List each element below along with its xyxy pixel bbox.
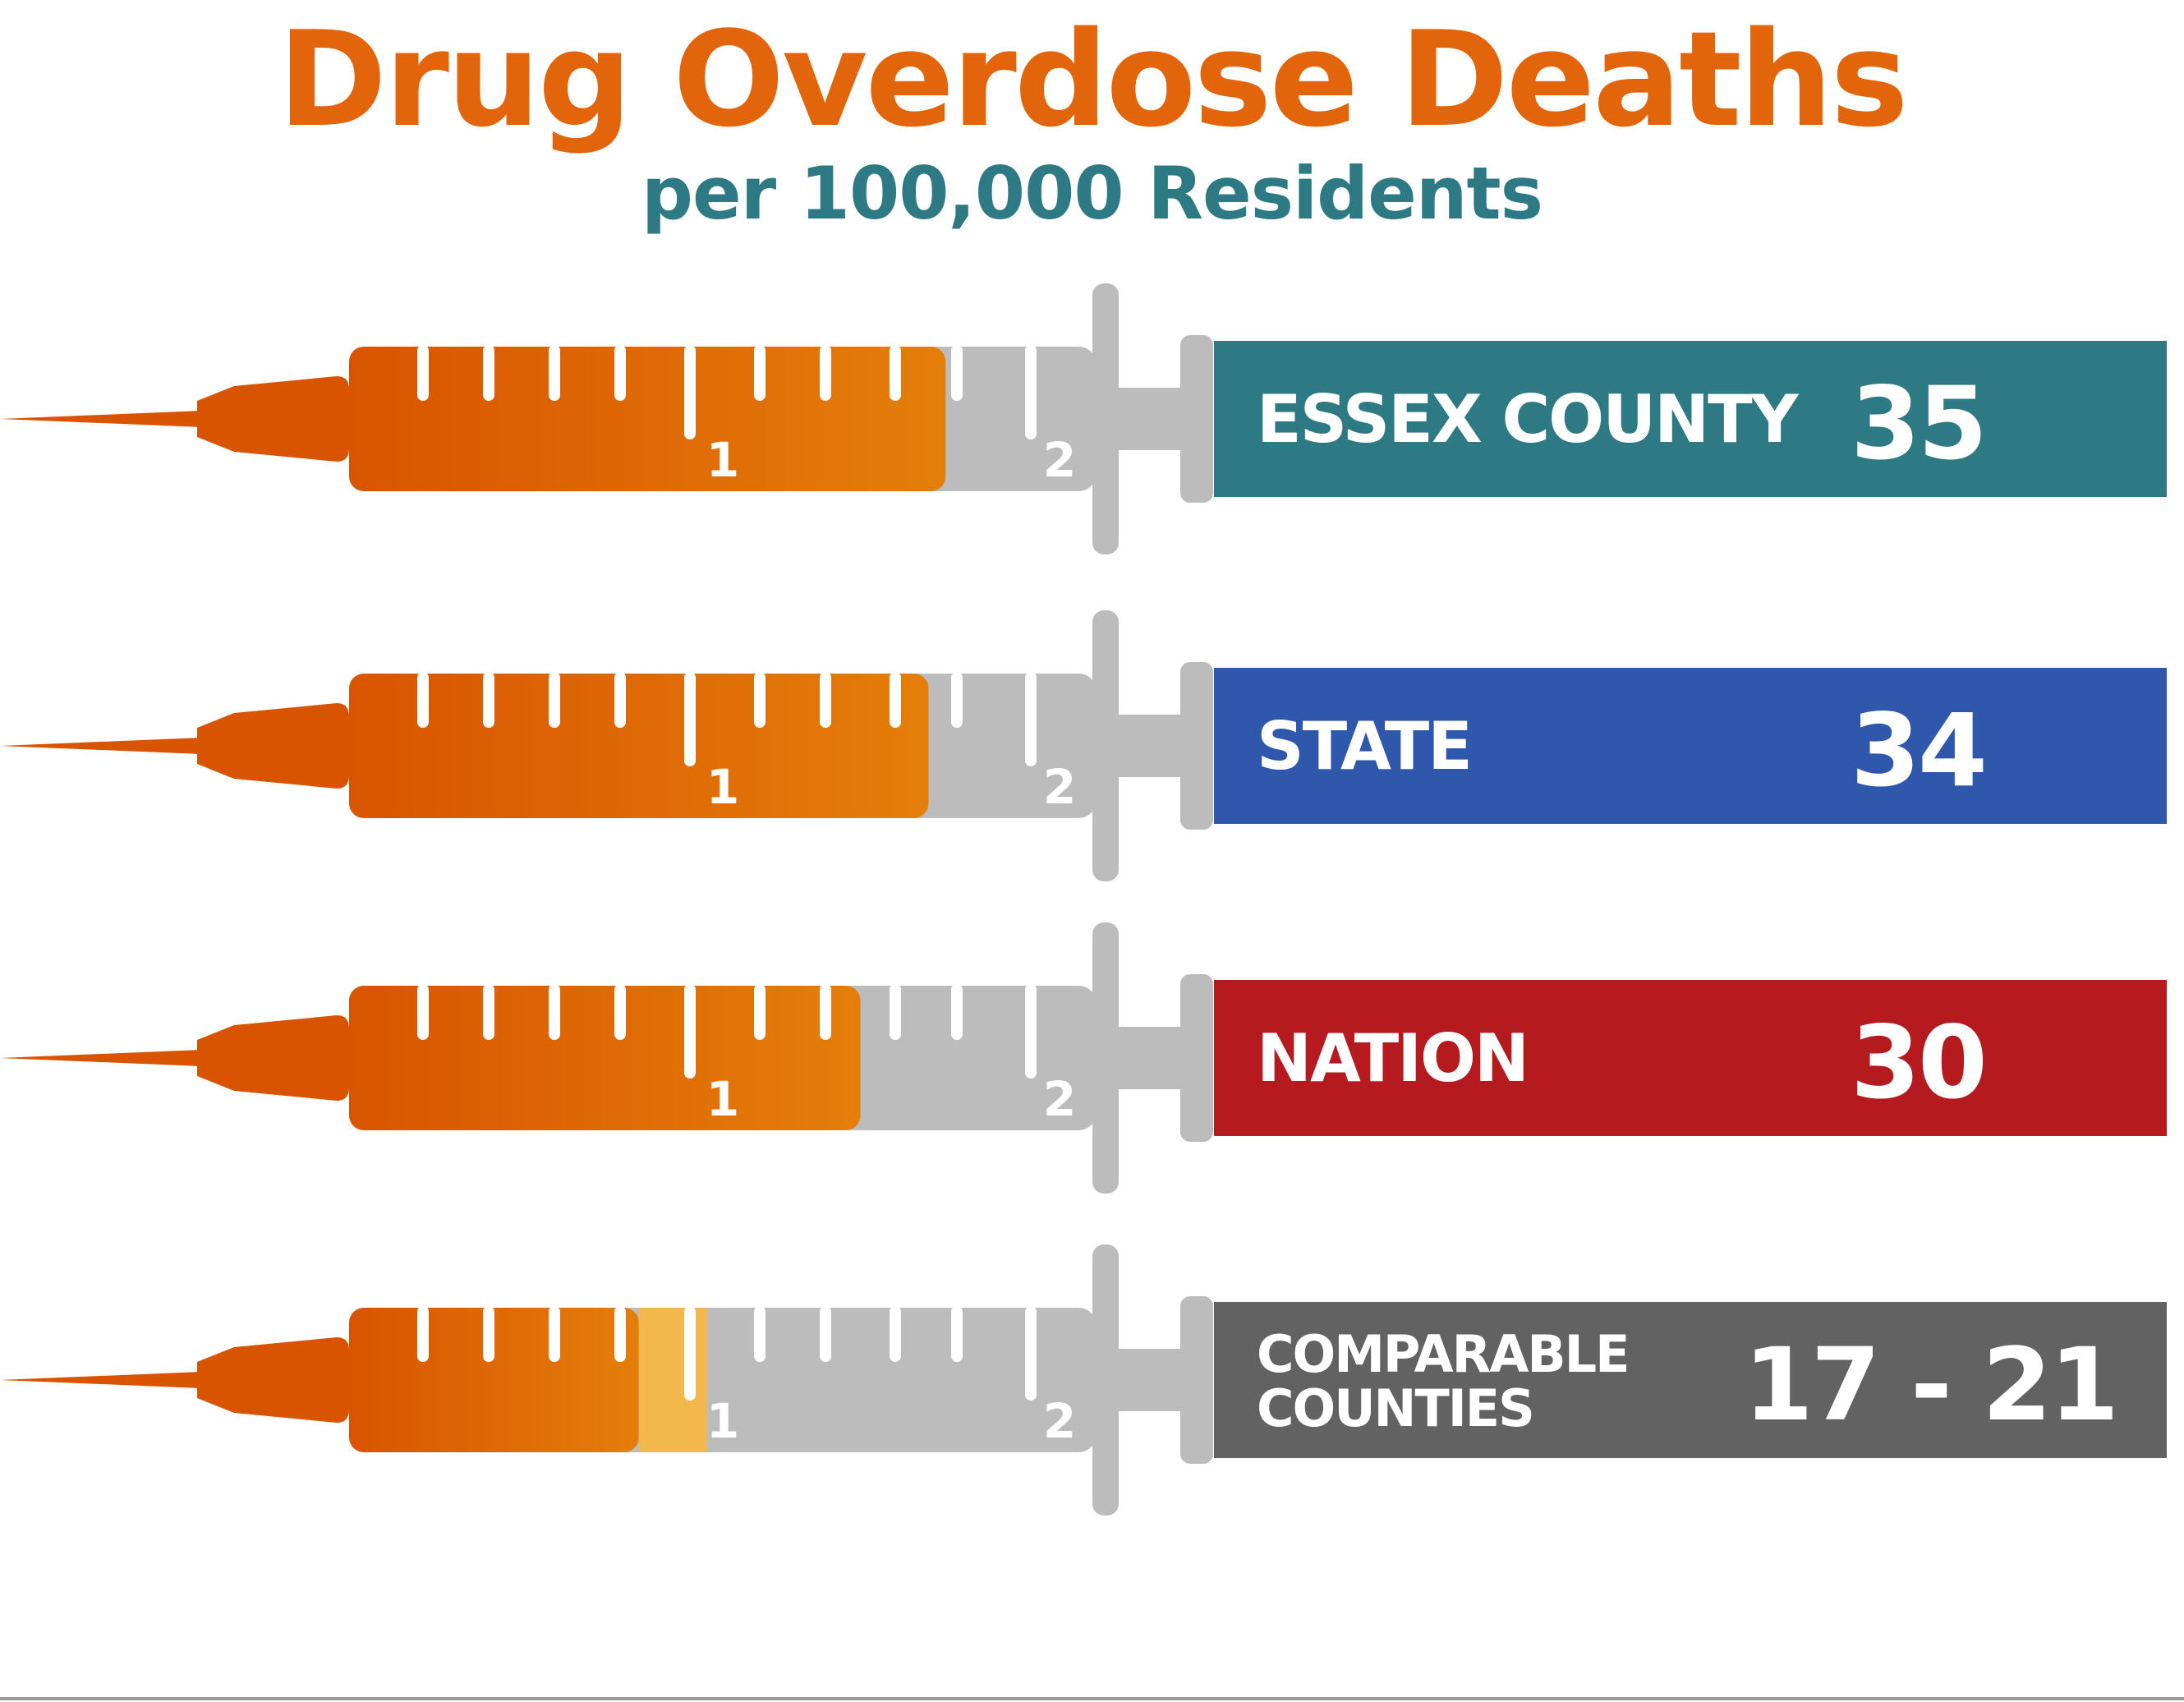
scale-tick [549,345,560,401]
scale-label-1: 1 [706,759,739,815]
scale-tick [684,984,696,1079]
scale-label-1: 1 [706,432,739,488]
syringe-flange [1092,283,1119,554]
scale-tick [820,984,831,1040]
bar-range-fill [638,1308,707,1452]
scale-tick [549,672,560,728]
scale-tick [951,984,963,1040]
scale-tick [549,984,560,1040]
scale-tick [614,1306,626,1362]
scale-tick [417,345,429,401]
scale-tick [684,345,696,439]
scale-tick [483,984,494,1040]
scale-tick [483,345,494,401]
scale-label-1: 1 [706,1393,739,1449]
scale-tick [1025,1306,1037,1401]
scale-tick [1025,672,1037,766]
scale-tick [820,672,831,728]
scale-tick [614,345,626,401]
chart-subtitle: per 100,000 Residents [641,151,1543,236]
scale-tick [417,1306,429,1362]
scale-tick [890,1306,901,1362]
plunger-head [1180,662,1213,830]
data-label: 17 - 21 [1744,1327,2117,1443]
bottom-divider [0,1697,2184,1700]
plunger-head [1180,974,1213,1142]
bar-fill [349,674,929,818]
scale-tick [684,672,696,766]
bar-fill [349,347,946,491]
syringe-needle [0,411,201,427]
syringe-row: 1 2 NATION 30 [0,922,2167,1194]
syringe-hub [197,376,349,462]
category-box [1214,980,2167,1136]
scale-tick [754,984,766,1040]
scale-tick [483,672,494,728]
category-label: COUNTIES [1257,1378,1533,1438]
bar-fill [349,986,861,1130]
syringe-flange [1092,922,1119,1194]
category-label: ESSEX COUNTY [1257,381,1800,458]
scale-tick [754,672,766,728]
scale-label-2: 2 [1043,432,1076,488]
scale-tick [890,984,901,1040]
scale-tick [951,345,963,401]
plunger-head [1180,335,1213,503]
scale-label-2: 2 [1043,1071,1076,1127]
scale-tick [684,1306,696,1401]
scale-tick [1025,984,1037,1079]
syringe-flange [1092,1244,1119,1516]
syringe-flange [1092,610,1119,881]
scale-tick [417,672,429,728]
syringe-hub [197,1337,349,1423]
scale-tick [820,1306,831,1362]
syringe-hub [197,703,349,789]
data-label: 34 [1851,692,1985,809]
scale-tick [754,1306,766,1362]
scale-tick [754,345,766,401]
scale-tick [890,672,901,728]
scale-tick [890,345,901,401]
syringe-row: 1 2 STATE 34 [0,610,2167,881]
scale-tick [483,1306,494,1362]
data-label: 35 [1851,366,1985,482]
scale-tick [1025,345,1037,439]
syringe-needle [0,1372,201,1388]
scale-label-2: 2 [1043,1393,1076,1449]
category-box [1214,1302,2167,1458]
scale-tick [951,1306,963,1362]
category-label: STATE [1257,708,1471,784]
chart-title: Drug Overdose Deaths [278,2,1908,156]
scale-tick [951,672,963,728]
scale-label-1: 1 [706,1071,739,1127]
scale-tick [820,345,831,401]
scale-tick [549,1306,560,1362]
syringe-needle [0,1050,201,1066]
syringe-hub [197,1015,349,1101]
scale-tick [614,672,626,728]
syringe-row: 1 2 ESSEX COUNTY 35 [0,283,2167,554]
scale-tick [417,984,429,1040]
category-label: NATION [1257,1020,1528,1097]
syringe-needle [0,738,201,754]
scale-label-2: 2 [1043,759,1076,815]
category-box [1214,668,2167,824]
scale-tick [614,984,626,1040]
data-label: 30 [1851,1005,1985,1121]
category-box [1214,341,2167,497]
category-label: COMPARABLE [1257,1324,1628,1384]
plunger-head [1180,1296,1213,1464]
